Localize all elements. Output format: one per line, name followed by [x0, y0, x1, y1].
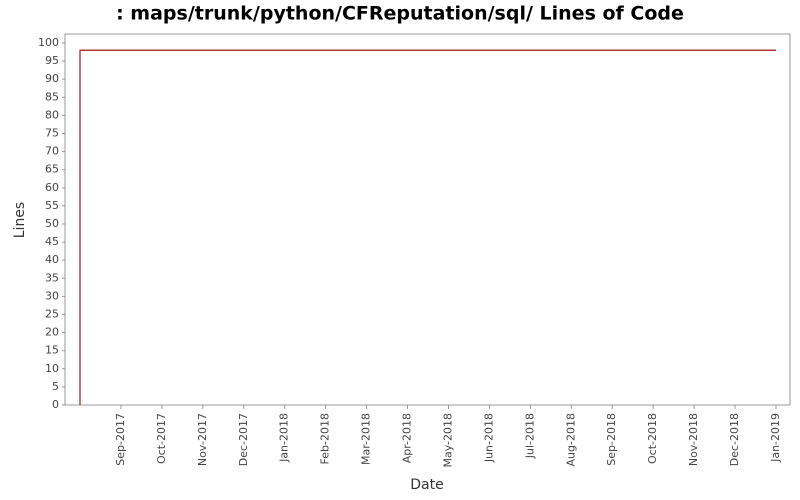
y-tick-label: 30	[45, 289, 59, 302]
y-tick-label: 35	[45, 271, 59, 284]
x-tick-label: May-2018	[441, 413, 454, 468]
y-tick-label: 40	[45, 253, 59, 266]
x-axis-label: Date	[410, 477, 443, 493]
x-tick-label: Jul-2018	[523, 413, 536, 459]
y-tick-label: 15	[45, 344, 59, 357]
y-tick-label: 0	[52, 398, 59, 411]
y-tick-label: 85	[45, 90, 59, 103]
chart-title: : maps/trunk/python/CFReputation/sql/ Li…	[116, 3, 684, 25]
x-tick-label: Sep-2018	[605, 413, 618, 466]
x-tick-label: Dec-2018	[728, 413, 741, 466]
x-tick-label: Oct-2017	[155, 413, 168, 464]
y-tick-label: 95	[45, 54, 59, 67]
x-tick-label: Sep-2017	[114, 413, 127, 466]
y-tick-label: 20	[45, 326, 59, 339]
x-tick-label: Nov-2018	[687, 413, 700, 466]
x-tick-label: Jun-2018	[482, 413, 495, 463]
x-tick-label: Nov-2017	[196, 413, 209, 466]
data-line	[79, 49, 776, 405]
x-tick-label: Apr-2018	[401, 413, 414, 463]
x-tick-label: Aug-2018	[564, 413, 577, 466]
x-tick-label: Jan-2018	[278, 413, 291, 463]
y-tick-label: 100	[38, 36, 59, 49]
y-tick-label: 60	[45, 181, 59, 194]
y-axis-label: Lines	[12, 202, 28, 238]
x-tick-label: Feb-2018	[319, 413, 332, 464]
x-tick-label: Oct-2018	[646, 413, 659, 464]
x-tick-label: Mar-2018	[360, 413, 373, 465]
y-tick-label: 70	[45, 145, 59, 158]
y-tick-label: 90	[45, 72, 59, 85]
y-tick-label: 25	[45, 308, 59, 321]
y-tick-label: 75	[45, 127, 59, 140]
x-tick-label: Dec-2017	[237, 413, 250, 466]
y-tick-label: 10	[45, 362, 59, 375]
x-tick-label: Jan-2019	[769, 413, 782, 463]
y-tick-label: 50	[45, 217, 59, 230]
y-tick-label: 5	[52, 380, 59, 393]
y-tick-label: 45	[45, 235, 59, 248]
y-tick-label: 55	[45, 199, 59, 212]
y-tick-label: 80	[45, 108, 59, 121]
y-tick-label: 65	[45, 163, 59, 176]
plot-area	[64, 33, 791, 406]
